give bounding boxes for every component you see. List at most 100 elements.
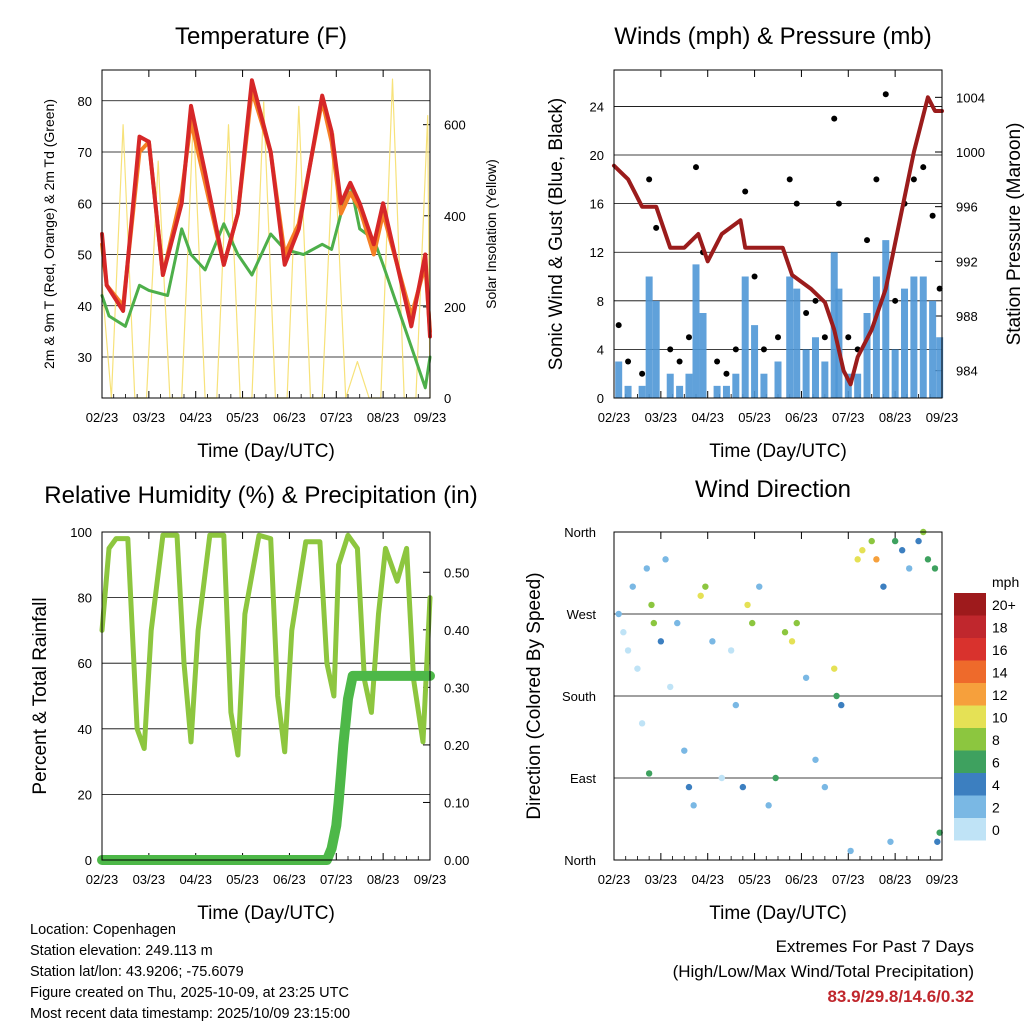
x-tick-label: 03/23 bbox=[133, 410, 166, 425]
x-tick-label: 09/23 bbox=[926, 872, 959, 887]
colorbar-swatch bbox=[954, 795, 986, 818]
x-tick-label: 06/23 bbox=[785, 872, 818, 887]
y-tick-label: 8 bbox=[597, 294, 604, 309]
direction-point bbox=[667, 683, 674, 691]
chart-title: Relative Humidity (%) & Precipitation (i… bbox=[44, 482, 477, 509]
wind-direction-panel: Wind Direction Time (Day/UTC) 02/23 03/23 04… bbox=[524, 476, 958, 924]
y-tick-label: 100 bbox=[70, 525, 92, 540]
y2-tick-label: 0 bbox=[444, 391, 451, 406]
direction-point bbox=[802, 674, 810, 681]
y-tick-label: East bbox=[570, 771, 596, 786]
series-line bbox=[100, 181, 432, 390]
speed-colorbar: mph 20+ 18 16 14 12 10 8 6 4 2 0 bbox=[954, 574, 1019, 841]
colorbar-label: 18 bbox=[992, 620, 1008, 636]
gust-point bbox=[751, 273, 758, 280]
direction-point bbox=[793, 619, 800, 627]
y-tick-label: 30 bbox=[78, 350, 92, 365]
gust-point bbox=[864, 237, 871, 244]
gust-point bbox=[714, 358, 721, 365]
direction-point bbox=[709, 638, 716, 645]
direction-point bbox=[681, 747, 688, 754]
gust-point bbox=[929, 212, 936, 219]
y2-tick-label: 200 bbox=[444, 300, 466, 315]
direction-point bbox=[739, 783, 747, 791]
gust-point bbox=[936, 285, 943, 292]
y2-axis-label: Solar Insolation (Yellow) bbox=[483, 159, 499, 309]
direction-point bbox=[765, 802, 772, 809]
x-tick-label: 03/23 bbox=[133, 872, 166, 887]
gust-point bbox=[625, 358, 632, 365]
y-tick-label: 16 bbox=[590, 197, 604, 212]
y-tick-label: 12 bbox=[590, 245, 604, 260]
y2-tick-label: 988 bbox=[956, 309, 978, 324]
y-tick-label: West bbox=[567, 607, 597, 622]
gust-point bbox=[920, 164, 927, 171]
gust-point bbox=[639, 370, 646, 377]
direction-point bbox=[924, 556, 932, 563]
gust-point bbox=[775, 334, 781, 341]
colorbar-swatch bbox=[954, 818, 986, 841]
y-axis-label: Percent & Total Rainfall bbox=[30, 597, 51, 794]
x-tick-label: 08/23 bbox=[367, 410, 400, 425]
y2-tick-label: 996 bbox=[956, 200, 978, 215]
colorbar-swatch bbox=[954, 773, 986, 796]
x-tick-label: 09/23 bbox=[926, 410, 959, 425]
x-tick-label: 08/23 bbox=[879, 410, 912, 425]
y2-tick-label: 400 bbox=[444, 209, 466, 224]
y-tick-label: 40 bbox=[78, 299, 92, 314]
x-tick-label: 08/23 bbox=[879, 872, 912, 887]
colorbar-label: 6 bbox=[992, 755, 1000, 771]
y-tick-label: 20 bbox=[78, 787, 92, 802]
colorbar-label: 2 bbox=[992, 800, 1000, 816]
x-tick-label: 05/23 bbox=[226, 410, 259, 425]
station-info: Location: Copenhagen Station elevation: … bbox=[30, 920, 350, 1025]
x-tick-label: 06/23 bbox=[785, 410, 818, 425]
direction-point bbox=[634, 665, 641, 672]
gust-point bbox=[882, 91, 889, 98]
location-text: Location: Copenhagen bbox=[30, 922, 176, 938]
precip-line bbox=[97, 670, 435, 865]
gust-point bbox=[760, 346, 767, 353]
x-tick-label: 04/23 bbox=[691, 410, 724, 425]
x-tick-label: 05/23 bbox=[226, 872, 259, 887]
latlon-text: Station lat/lon: 43.9206; -75.6079 bbox=[30, 964, 244, 980]
latest-timestamp-text: Most recent data timestamp: 2025/10/09 2… bbox=[30, 1006, 351, 1022]
colorbar-label: 10 bbox=[992, 710, 1008, 726]
x-tick-label: 06/23 bbox=[273, 872, 306, 887]
direction-point bbox=[685, 783, 693, 791]
colorbar-swatch bbox=[954, 750, 986, 773]
plot-frame bbox=[613, 531, 943, 861]
extremes-title: Extremes For Past 7 Days bbox=[775, 937, 974, 956]
direction-point bbox=[772, 774, 779, 782]
chart-title: Winds (mph) & Pressure (mb) bbox=[614, 23, 931, 50]
plot-frame bbox=[101, 69, 431, 399]
y-tick-label: 0 bbox=[597, 391, 604, 406]
colorbar-swatch bbox=[954, 683, 986, 706]
y2-axis-label: Station Pressure (Maroon) bbox=[1004, 123, 1024, 346]
y-tick-label: 80 bbox=[78, 94, 92, 109]
x-tick-label: 02/23 bbox=[86, 410, 119, 425]
direction-point bbox=[859, 547, 866, 554]
direction-point bbox=[873, 556, 880, 563]
gust-point bbox=[742, 188, 749, 195]
y-tick-label: 0 bbox=[85, 853, 92, 868]
x-tick-label: 02/23 bbox=[86, 872, 119, 887]
direction-point bbox=[934, 838, 941, 845]
y2-tick-label: 0.00 bbox=[444, 853, 469, 868]
direction-point bbox=[648, 601, 655, 609]
gust-point bbox=[615, 322, 622, 329]
direction-point bbox=[906, 565, 913, 572]
direction-point bbox=[880, 583, 887, 590]
chart-title: Wind Direction bbox=[695, 476, 851, 503]
series-line bbox=[100, 78, 432, 339]
x-axis-label: Time (Day/UTC) bbox=[709, 903, 847, 924]
direction-point bbox=[838, 701, 845, 709]
direction-point bbox=[847, 847, 854, 855]
direction-point bbox=[781, 629, 789, 636]
gust-point bbox=[646, 176, 653, 183]
direction-point bbox=[887, 838, 894, 845]
x-tick-label: 03/23 bbox=[645, 872, 678, 887]
colorbar-swatch bbox=[954, 615, 986, 638]
direction-point bbox=[645, 770, 653, 777]
x-tick-label: 07/23 bbox=[832, 872, 865, 887]
